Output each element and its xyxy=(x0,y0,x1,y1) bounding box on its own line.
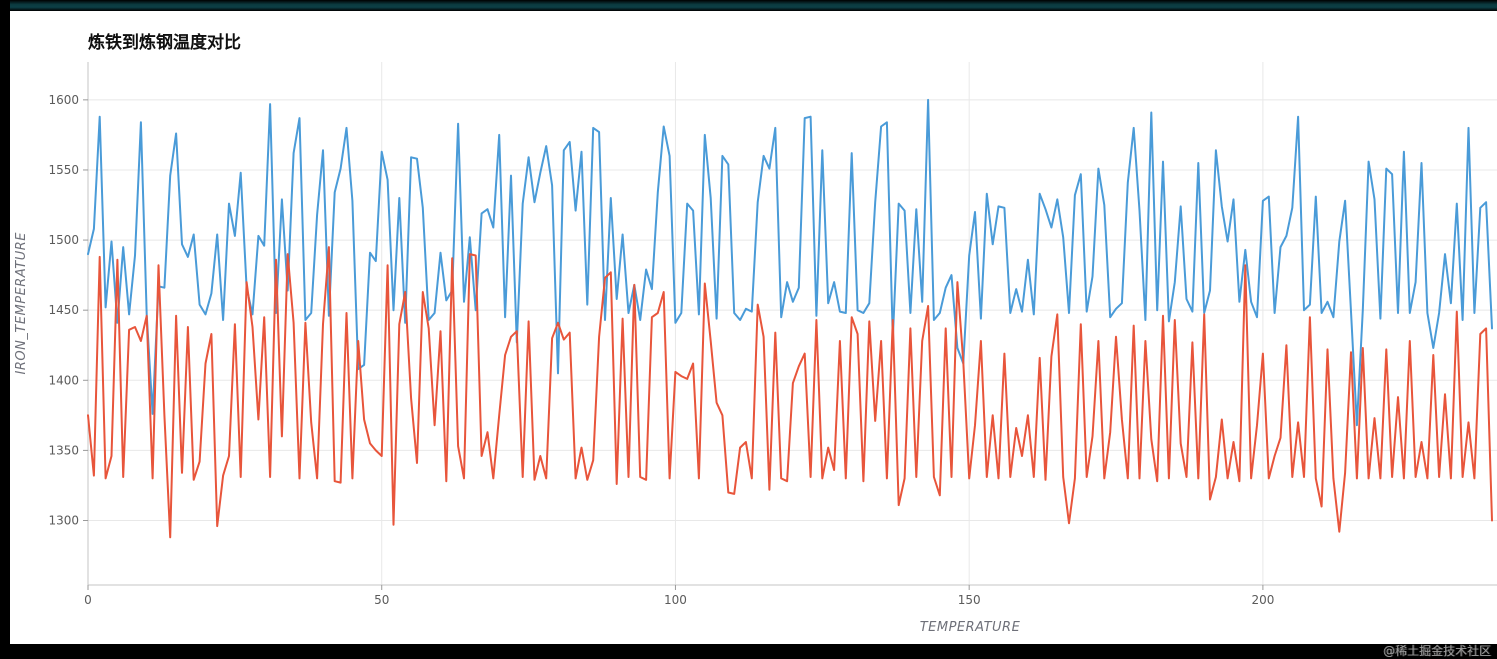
x-tick-label: 0 xyxy=(84,593,92,607)
x-tick-label: 100 xyxy=(664,593,687,607)
y-tick-label: 1500 xyxy=(48,233,79,247)
x-tick-label: 200 xyxy=(1251,593,1274,607)
y-tick-label: 1400 xyxy=(48,373,79,387)
x-tick-label: 150 xyxy=(958,593,981,607)
y-tick-label: 1350 xyxy=(48,443,79,457)
y-tick-label: 1600 xyxy=(48,93,79,107)
watermark-text: @稀土掘金技术社区 xyxy=(1382,644,1491,658)
y-axis-label: IRON_TEMPERATURE xyxy=(14,232,29,375)
window-bottom-bar xyxy=(0,644,1497,659)
y-tick-label: 1550 xyxy=(48,163,79,177)
red-series-line xyxy=(87,246,1493,539)
x-axis-label: TEMPERATURE xyxy=(919,620,1021,635)
window-left-border xyxy=(0,0,10,659)
blue-series-line xyxy=(87,98,1493,427)
y-tick-label: 1450 xyxy=(48,303,79,317)
window-top-bar xyxy=(0,0,1497,11)
y-tick-label: 1300 xyxy=(48,514,79,528)
chart-title: 炼铁到炼钢温度对比 xyxy=(88,33,241,53)
x-tick-label: 50 xyxy=(374,593,389,607)
